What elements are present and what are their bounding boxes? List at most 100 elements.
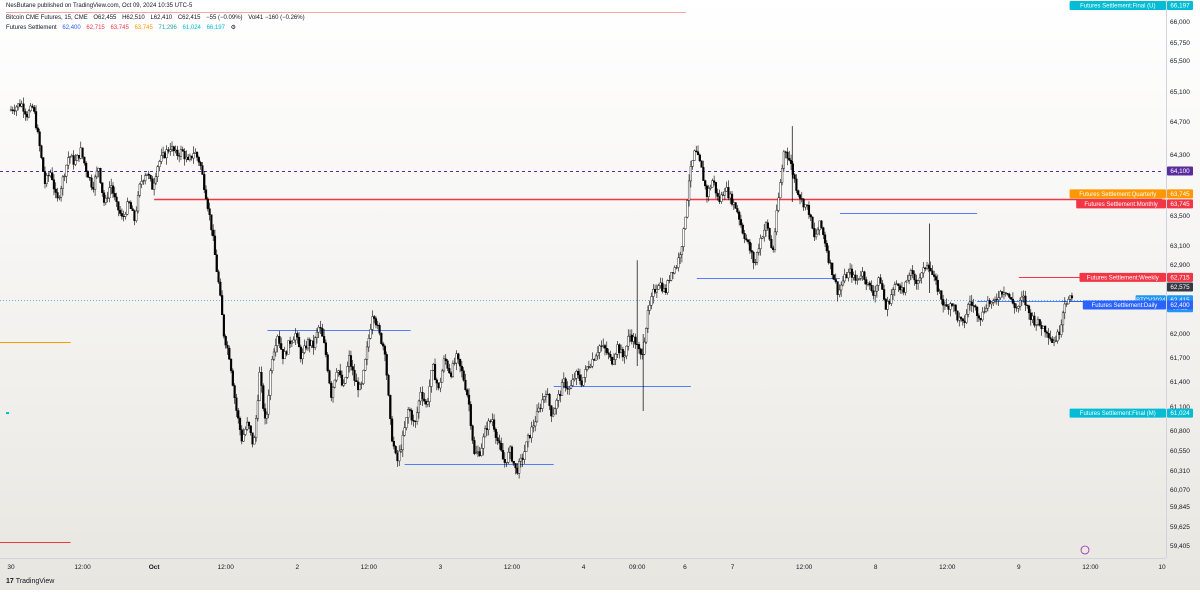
candle [405, 417, 408, 429]
candle [403, 427, 406, 436]
candle [557, 393, 560, 401]
time-tick-label: 2 [295, 564, 299, 571]
candle [181, 149, 184, 152]
candle [111, 185, 115, 194]
candle [26, 114, 29, 118]
candle [40, 145, 43, 158]
candle [492, 419, 496, 430]
candle [365, 346, 369, 360]
candle [13, 110, 16, 112]
candle [244, 429, 247, 435]
candle [135, 210, 138, 221]
candle [305, 345, 308, 349]
candle [1013, 303, 1016, 308]
candle [920, 272, 923, 279]
candle [419, 392, 422, 402]
candle [362, 370, 365, 384]
candle [777, 197, 780, 211]
candle [178, 155, 181, 157]
candle [662, 288, 666, 292]
settings-gear-icon[interactable]: ⚙ [230, 25, 236, 31]
candle [693, 150, 696, 161]
indicator-legend: Futures Settlement 62,400 62,715 63,745 … [6, 24, 240, 31]
candle [442, 358, 446, 372]
indicator-value: 63,745 [134, 25, 153, 31]
time-tick-label: 3 [439, 564, 443, 571]
axis-price-value: 63,745 [1170, 201, 1190, 208]
candle [578, 374, 582, 381]
settlement-tag-label: Futures Settlement:Quarterly [1079, 192, 1156, 198]
candle [383, 345, 387, 355]
price-tick-label: 61,100 [1170, 404, 1190, 411]
candle [983, 311, 986, 313]
time-tick-label: 12:00 [796, 564, 813, 571]
candle [1002, 292, 1006, 295]
candle [272, 351, 276, 360]
candle [1010, 297, 1013, 300]
candle [916, 280, 920, 284]
candle [677, 257, 680, 268]
candle [675, 267, 678, 269]
candle [573, 378, 576, 380]
ohlc-high: H62,510 [122, 15, 145, 21]
candle [684, 216, 687, 229]
indicator-name[interactable]: Futures Settlement [6, 25, 57, 31]
candle [1027, 305, 1031, 314]
candle [280, 343, 283, 350]
time-tick-label: 12:00 [504, 564, 521, 571]
axis-price-value: 62,715 [1170, 274, 1190, 281]
candle [587, 366, 590, 368]
candle [204, 189, 208, 200]
candle [965, 314, 968, 323]
candle [891, 289, 895, 295]
candle [458, 358, 462, 367]
candle [285, 351, 288, 355]
candle [122, 215, 125, 217]
candle [745, 238, 748, 241]
candle [757, 248, 760, 253]
candle [401, 435, 404, 450]
candle [734, 202, 737, 209]
candle [707, 188, 710, 197]
candle [382, 343, 385, 347]
candle [348, 355, 351, 367]
candle [711, 180, 714, 188]
candle [856, 279, 859, 281]
candle [974, 305, 977, 308]
candle [534, 421, 537, 427]
candle [439, 382, 442, 389]
candle [407, 409, 410, 418]
candle [530, 426, 533, 438]
candle [779, 182, 782, 199]
candle [231, 370, 234, 386]
settlement-tag [1069, 189, 1166, 199]
candle [351, 366, 354, 371]
candle [390, 418, 394, 442]
candle [306, 339, 310, 349]
candle [500, 442, 503, 451]
price-tick-label: 61,700 [1170, 355, 1190, 362]
candle [93, 176, 97, 190]
settlement-tag-label: Futures Settlement:Daily [1092, 303, 1158, 309]
time-tick-label: 30 [7, 564, 15, 571]
symbol-name[interactable]: Bitcoin CME Futures, 15, CME [6, 15, 88, 21]
candle [335, 372, 338, 381]
candle [986, 300, 989, 309]
candle [942, 299, 945, 306]
candle [337, 370, 340, 373]
indicator-value: 71,296 [158, 25, 177, 31]
candle [54, 188, 57, 193]
candle [289, 340, 292, 344]
candle [514, 463, 517, 469]
time-tick-label: 12:00 [939, 564, 956, 571]
candle [766, 222, 769, 229]
candle [727, 187, 730, 199]
candle [22, 103, 25, 112]
candle [1033, 315, 1036, 326]
candle [108, 187, 111, 199]
candle [940, 290, 943, 300]
candle [798, 194, 802, 199]
candle [893, 284, 896, 290]
